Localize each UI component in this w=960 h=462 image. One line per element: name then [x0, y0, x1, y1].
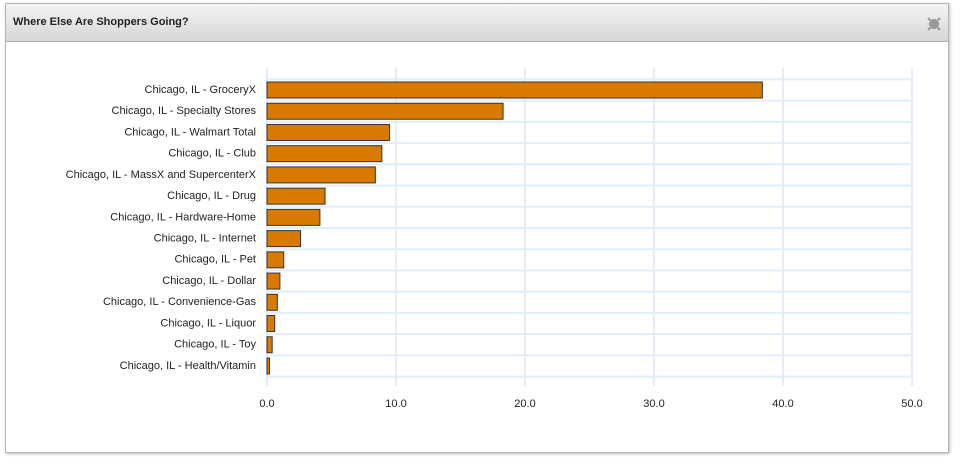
x-tick-label: 0.0: [259, 398, 274, 410]
bar: [266, 208, 321, 226]
bar: [266, 293, 278, 311]
bar: [266, 251, 285, 269]
x-tick-label: 30.0: [643, 398, 664, 410]
y-tick-label: Chicago, IL - Pet: [174, 254, 256, 266]
bar: [266, 145, 383, 163]
y-tick-label: Chicago, IL - Hardware-Home: [110, 211, 256, 223]
panel-title: Where Else Are Shoppers Going?: [13, 16, 189, 28]
y-tick-label: Chicago, IL - Convenience-Gas: [103, 296, 257, 308]
collapse-icon[interactable]: [926, 16, 942, 32]
y-tick-label: Chicago, IL - Health/Vitamin: [120, 360, 256, 372]
y-tick-label: Chicago, IL - Dollar: [162, 275, 256, 287]
y-tick-label: Chicago, IL - Specialty Stores: [112, 105, 257, 117]
bar: [266, 187, 326, 205]
y-tick-label: Chicago, IL - Drug: [167, 190, 256, 202]
panel-header: Where Else Are Shoppers Going?: [6, 4, 948, 42]
bar: [266, 315, 276, 333]
bar: [266, 123, 391, 141]
bar: [266, 357, 271, 375]
bar: [266, 230, 302, 248]
y-tick-label: Chicago, IL - Internet: [154, 233, 256, 245]
y-tick-label: Chicago, IL - Walmart Total: [124, 126, 256, 138]
x-tick-label: 10.0: [385, 398, 406, 410]
y-tick-label: Chicago, IL - Club: [168, 148, 256, 160]
bar: [266, 166, 376, 184]
y-tick-label: Chicago, IL - Liquor: [160, 317, 256, 329]
x-tick-label: 20.0: [514, 398, 535, 410]
y-tick-label: Chicago, IL - GroceryX: [145, 84, 257, 96]
bar: [266, 336, 273, 354]
y-tick-label: Chicago, IL - Toy: [174, 339, 256, 351]
bar: [266, 102, 504, 120]
bar: [266, 272, 281, 290]
bar: [266, 81, 763, 99]
x-tick-label: 50.0: [901, 398, 922, 410]
y-tick-label: Chicago, IL - MassX and SupercenterX: [66, 169, 257, 181]
x-tick-label: 40.0: [772, 398, 793, 410]
